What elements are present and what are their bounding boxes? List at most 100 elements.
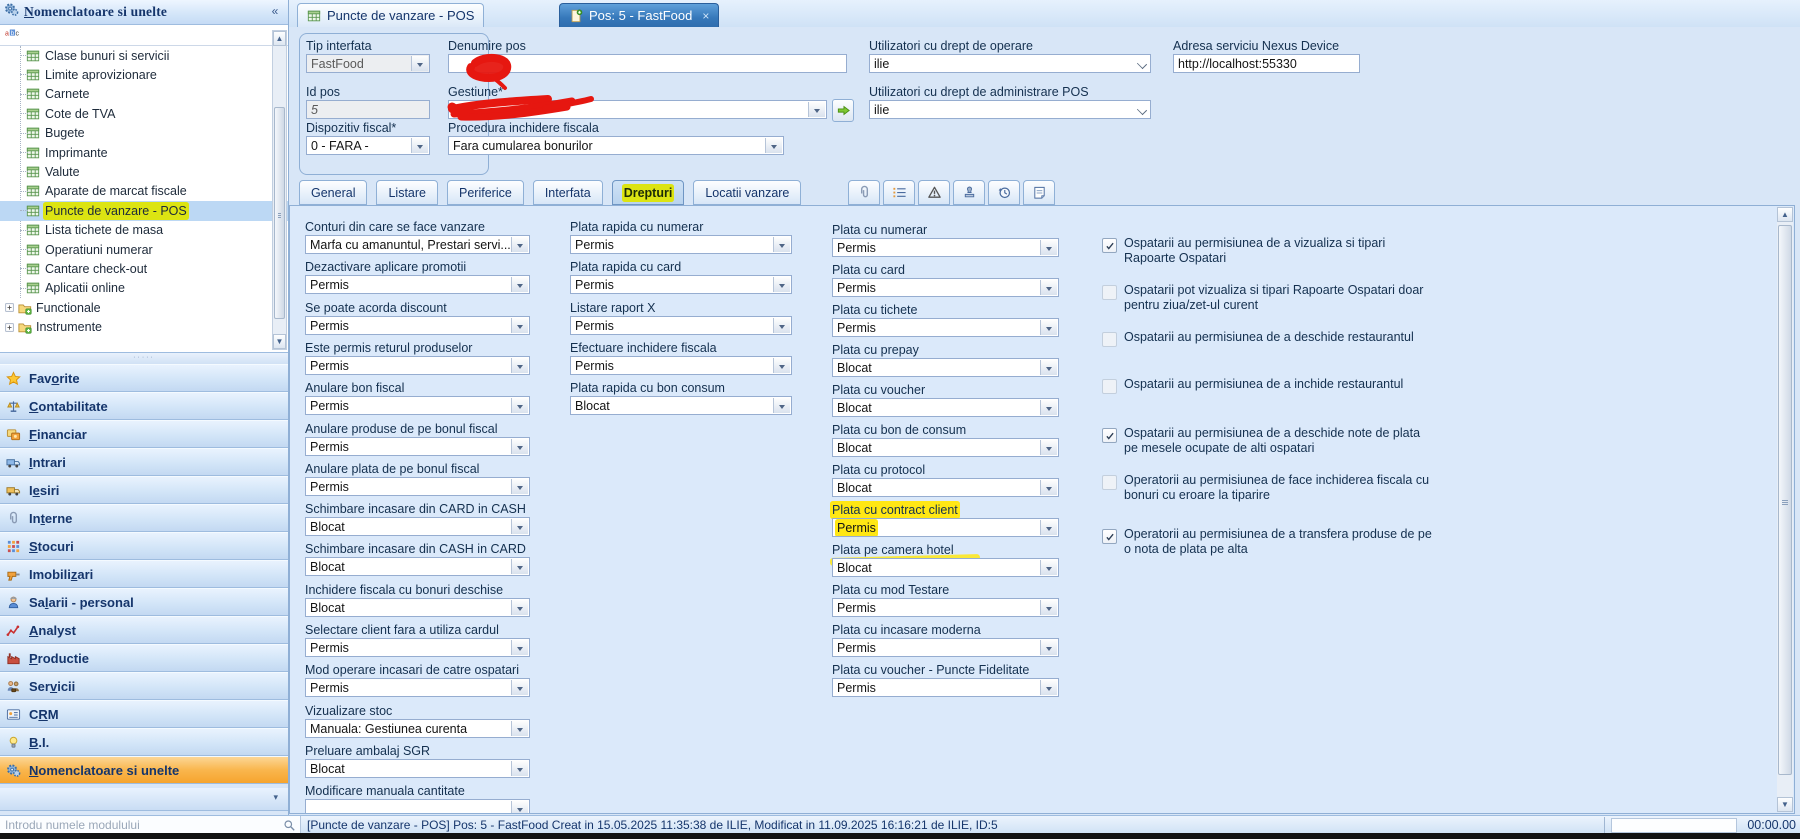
- setting-dropdown[interactable]: Permis: [832, 638, 1059, 657]
- dispozitiv-fiscal-dropdown[interactable]: 0 - FARA -: [306, 136, 430, 155]
- tab-locatii-vanzare[interactable]: Locatii vanzare: [693, 180, 802, 205]
- dropdown-arrow-icon[interactable]: [511, 559, 528, 575]
- denumire-pos-input[interactable]: [448, 54, 847, 73]
- nav-item-servicii[interactable]: Servicii: [0, 672, 288, 700]
- tree-item-lista-tichete-de-masa[interactable]: Lista tichete de masa: [0, 221, 288, 240]
- tree-item-valute[interactable]: Valute: [0, 162, 288, 181]
- nav-item-favorite[interactable]: Favorite: [0, 364, 288, 392]
- tree-item-imprimante[interactable]: Imprimante: [0, 143, 288, 162]
- checklist-button[interactable]: [883, 180, 916, 205]
- tab-periferice[interactable]: Periferice: [447, 180, 524, 205]
- close-tab-icon[interactable]: ×: [702, 8, 710, 23]
- tab-listare[interactable]: Listare: [376, 180, 439, 205]
- gestiune-dropdown[interactable]: [448, 100, 827, 119]
- setting-dropdown[interactable]: Permis: [305, 315, 530, 335]
- nav-item-contabilitate[interactable]: Contabilitate: [0, 392, 288, 420]
- nav-item-productie[interactable]: Productie: [0, 644, 288, 672]
- dropdown-arrow-icon[interactable]: [773, 237, 790, 252]
- checkbox-unchecked[interactable]: [1102, 285, 1117, 300]
- dropdown-arrow-icon[interactable]: [1040, 680, 1057, 695]
- dropdown-arrow-icon[interactable]: [1040, 240, 1057, 255]
- tab-interfata[interactable]: Interfata: [532, 180, 603, 205]
- dropdown-arrow-icon[interactable]: [808, 102, 825, 117]
- chevron-down-icon[interactable]: [1136, 104, 1148, 116]
- nav-item-imobilizari[interactable]: Imobilizari: [0, 560, 288, 588]
- setting-dropdown[interactable]: Blocat: [305, 557, 530, 577]
- setting-dropdown[interactable]: Permis: [832, 318, 1059, 337]
- dropdown-arrow-icon[interactable]: [511, 680, 528, 696]
- setting-dropdown[interactable]: Permis: [832, 238, 1059, 257]
- setting-dropdown[interactable]: Blocat: [832, 358, 1059, 377]
- dropdown-arrow-icon[interactable]: [1040, 600, 1057, 615]
- tree-item-carnete[interactable]: Carnete: [0, 85, 288, 104]
- note-button[interactable]: [1023, 180, 1056, 205]
- panel-scrollbar[interactable]: ▲ ▼: [1777, 207, 1793, 812]
- tree-item-limite-aprovizionare[interactable]: Limite aprovizionare: [0, 65, 288, 84]
- adresa-nexus-input[interactable]: http://localhost:55330: [1173, 54, 1360, 73]
- checkbox-checked[interactable]: [1102, 529, 1117, 544]
- dropdown-arrow-icon[interactable]: [511, 237, 528, 252]
- setting-dropdown[interactable]: Blocat: [305, 597, 530, 617]
- dropdown-arrow-icon[interactable]: [1040, 360, 1057, 375]
- scrollbar-thumb[interactable]: [1778, 225, 1792, 775]
- dropdown-arrow-icon[interactable]: [1040, 400, 1057, 415]
- nav-item-intrari[interactable]: Intrari: [0, 448, 288, 476]
- setting-dropdown[interactable]: Permis: [305, 436, 530, 456]
- setting-dropdown[interactable]: [305, 799, 530, 813]
- dropdown-arrow-icon[interactable]: [511, 640, 528, 655]
- setting-dropdown[interactable]: Permis: [570, 235, 792, 254]
- setting-dropdown[interactable]: Blocat: [832, 398, 1059, 417]
- tree-item-clase-bunuri-si-servicii[interactable]: Clase bunuri si servicii: [0, 46, 288, 65]
- setting-dropdown[interactable]: Blocat: [832, 558, 1059, 577]
- dropdown-arrow-icon[interactable]: [773, 317, 790, 333]
- paperclip-button[interactable]: [848, 180, 881, 205]
- scroll-down-button[interactable]: ▼: [273, 334, 286, 349]
- dropdown-arrow-icon[interactable]: [511, 720, 528, 736]
- setting-dropdown[interactable]: Permis: [305, 275, 530, 295]
- checkbox-unchecked[interactable]: [1102, 379, 1117, 394]
- open-gestiune-button[interactable]: [832, 99, 854, 122]
- chevron-down-icon[interactable]: [1136, 58, 1148, 70]
- tree-item-aparate-de-marcat-fiscale[interactable]: Aparate de marcat fiscale: [0, 182, 288, 201]
- scroll-down-button[interactable]: ▼: [1777, 797, 1793, 812]
- dropdown-arrow-icon[interactable]: [1040, 320, 1057, 335]
- dropdown-arrow-icon[interactable]: [511, 599, 528, 615]
- procedura-inchidere-dropdown[interactable]: Fara cumularea bonurilor: [448, 136, 784, 155]
- scrollbar-thumb[interactable]: [274, 107, 285, 319]
- expand-plus-icon[interactable]: [4, 302, 15, 313]
- dropdown-arrow-icon[interactable]: [511, 357, 528, 373]
- nav-item-b-i[interactable]: B.I.: [0, 728, 288, 756]
- checkbox-checked[interactable]: [1102, 428, 1117, 443]
- utilizatori-admin-combo[interactable]: ilie: [869, 100, 1151, 119]
- tree-item-cote-de-tva[interactable]: Cote de TVA: [0, 104, 288, 123]
- dropdown-arrow-icon[interactable]: [511, 478, 528, 494]
- dropdown-arrow-icon[interactable]: [1040, 560, 1057, 575]
- tab-general[interactable]: General: [299, 180, 368, 205]
- module-search-input[interactable]: [0, 817, 283, 833]
- tab-puncte-de-vanzare-pos[interactable]: Puncte de vanzare - POS: [297, 3, 485, 27]
- nav-item-iesiri[interactable]: Iesiri: [0, 476, 288, 504]
- checkbox-unchecked[interactable]: [1102, 475, 1117, 490]
- scroll-up-button[interactable]: ▲: [1777, 207, 1793, 222]
- setting-dropdown[interactable]: Blocat: [832, 438, 1059, 457]
- tree-scrollbar[interactable]: ▲ ▼: [272, 30, 287, 350]
- setting-dropdown[interactable]: Blocat: [832, 478, 1059, 497]
- tree-item-bugete[interactable]: Bugete: [0, 124, 288, 143]
- scroll-up-button[interactable]: ▲: [273, 31, 286, 46]
- setting-dropdown[interactable]: Permis: [305, 638, 530, 657]
- dropdown-arrow-icon[interactable]: [1040, 280, 1057, 295]
- dropdown-arrow-icon[interactable]: [511, 519, 528, 535]
- expand-plus-icon[interactable]: [4, 322, 15, 333]
- tip-interfata-dropdown[interactable]: FastFood: [306, 54, 430, 73]
- dropdown-arrow-icon[interactable]: [773, 277, 790, 293]
- collapse-sidebar-button[interactable]: «: [271, 4, 279, 18]
- checkbox-unchecked[interactable]: [1102, 332, 1117, 347]
- setting-dropdown[interactable]: Permis: [570, 275, 792, 295]
- dropdown-arrow-icon[interactable]: [765, 138, 782, 153]
- setting-dropdown[interactable]: Blocat: [305, 517, 530, 537]
- dropdown-arrow-icon[interactable]: [511, 801, 528, 813]
- nav-item-financiar[interactable]: Financiar: [0, 420, 288, 448]
- tree-item-puncte-de-vanzare-pos[interactable]: Puncte de vanzare - POS: [0, 201, 288, 221]
- tree-item-cantare-check-out[interactable]: Cantare check-out: [0, 259, 288, 278]
